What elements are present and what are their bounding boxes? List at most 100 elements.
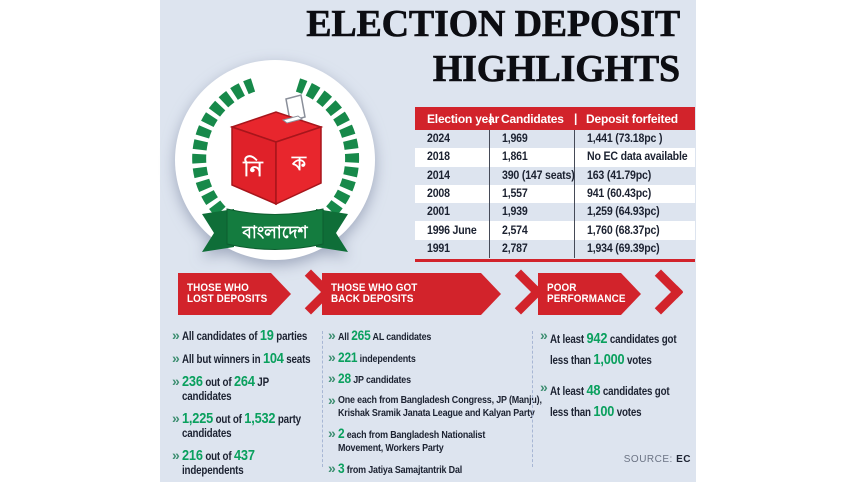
- table-row: 1996 June 2,574 1,760 (68.37pc): [415, 221, 695, 240]
- banner-poor-performance-label: POOR PERFORMANCE: [538, 273, 626, 315]
- got-back-deposits-list: » All 265 AL candidates» 221 independents»…: [328, 327, 542, 478]
- table-row: 1991 2,787 1,934 (69.39pc): [415, 239, 695, 259]
- table-cell: 1,259 (64.93pc): [574, 203, 695, 222]
- table-row: 2001 1,939 1,259 (64.93pc): [415, 203, 695, 222]
- arrow-tip-icon: [481, 273, 501, 315]
- list-item: » One each from Bangladesh Congress, JP (…: [328, 391, 542, 421]
- list-item-text: One each from Bangladesh Congress, JP (M…: [338, 393, 543, 420]
- list-item: » 221 independents: [328, 348, 528, 367]
- table-cell: 1,760 (68.37pc): [574, 221, 695, 240]
- banner-got-back-deposits-label: THOSE WHO GOT BACK DEPOSITS: [322, 273, 481, 315]
- list-item-text: All candidates of 19 parties: [182, 327, 308, 344]
- list-item: » At least 942 candidates got less than 1,…: [540, 327, 694, 371]
- ballot-slot-icon: [281, 115, 304, 124]
- title-line2: HIGHLIGHTS: [432, 48, 680, 91]
- table-cell: No EC data available: [574, 148, 695, 167]
- table-cell: 1996 June: [427, 224, 477, 237]
- table-row: 2018 1,861 No EC data available: [415, 148, 695, 167]
- banner-lost-deposits: THOSE WHO LOST DEPOSITS: [178, 269, 334, 315]
- banner-line: BACK DEPOSITS: [331, 293, 414, 305]
- banner-line: PERFORMANCE: [547, 293, 626, 305]
- column-separator: [322, 331, 323, 467]
- double-chevron-bullet-icon: »: [540, 327, 548, 343]
- deposit-table-rows: 2024 1,969 1,441 (73.18pc ) 2018 1,861 No EC …: [415, 130, 695, 259]
- list-item-text: 216 out of 437 independents: [182, 447, 256, 477]
- banner-poor-performance: POOR PERFORMANCE: [538, 269, 684, 315]
- table-cell: 941 (60.43pc): [574, 184, 695, 204]
- table-cell: 1,934 (69.39pc): [574, 239, 695, 259]
- table-cell: 1991: [427, 242, 450, 255]
- source-credit: SOURCE: EC: [624, 454, 691, 465]
- table-cell: 1,861: [489, 148, 574, 167]
- double-chevron-bullet-icon: »: [328, 391, 336, 408]
- table-cell: 2008: [427, 188, 450, 201]
- double-chevron-bullet-icon: »: [328, 348, 336, 365]
- table-cell: 1,969: [489, 130, 574, 149]
- list-item: » 216 out of 437 independents: [172, 447, 322, 478]
- chevron-right-icon: [638, 269, 684, 315]
- list-item: » 1,225 out of 1,532 party candidates: [172, 410, 322, 441]
- table-cell: 390 (147 seats): [489, 166, 575, 185]
- list-item-text: At least 48 candidates got less than 100 …: [550, 382, 670, 420]
- table-cell: 1,557: [489, 184, 574, 204]
- list-item: » All 265 AL candidates: [328, 327, 528, 345]
- table-row: 2014 390 (147 seats) 163 (41.79pc): [415, 166, 695, 185]
- list-item: » At least 48 candidates got less than 100…: [540, 379, 694, 423]
- double-chevron-bullet-icon: »: [328, 370, 336, 386]
- logo-ribbon-icon: বাংলাদেশ: [202, 208, 348, 252]
- banner-line: THOSE WHO: [187, 281, 249, 294]
- list-item: » 28 JP candidates: [328, 370, 528, 388]
- list-item-text: All but winners in 104 seats: [182, 350, 311, 367]
- box-front-bengali-text: নি: [242, 155, 263, 181]
- list-item-text: 3 from Jatiya Samajtantrik Dal: [338, 459, 463, 476]
- ribbon-bengali-text: বাংলাদেশ: [241, 223, 308, 242]
- header-candidates: Candidates: [489, 112, 574, 126]
- table-cell: 2024: [427, 133, 450, 146]
- banner-line: POOR: [547, 281, 577, 294]
- header-election-year: Election year: [427, 111, 500, 126]
- arrow-tip-icon: [271, 273, 291, 315]
- double-chevron-bullet-icon: »: [328, 459, 336, 476]
- chevron-right-icon: [498, 269, 544, 315]
- banner-line: THOSE WHO GOT: [331, 281, 418, 294]
- table-cell: 2001: [427, 206, 450, 219]
- list-item-text: 236 out of 264 JP candidates: [182, 373, 270, 403]
- double-chevron-bullet-icon: »: [172, 373, 180, 389]
- title-line1: ELECTION DEPOSIT: [306, 3, 681, 46]
- double-chevron-bullet-icon: »: [172, 350, 180, 366]
- banner-got-back-deposits: THOSE WHO GOT BACK DEPOSITS: [322, 269, 544, 315]
- list-item-text: 28 JP candidates: [338, 370, 412, 386]
- table-row: 2024 1,969 1,441 (73.18pc ): [415, 130, 695, 149]
- double-chevron-bullet-icon: »: [172, 327, 180, 343]
- ballot-box-icon: নি ক: [229, 94, 324, 206]
- deposit-table: Election year Candidates Deposit forfeit…: [415, 107, 695, 263]
- list-item-text: All 265 AL candidates: [338, 327, 432, 343]
- table-underline: [415, 258, 695, 263]
- double-chevron-bullet-icon: »: [540, 379, 548, 395]
- arrow-tip-icon: [621, 273, 641, 315]
- box-side-bengali-text: ক: [291, 153, 307, 175]
- table-cell: 2,574: [489, 221, 574, 240]
- source-label: SOURCE:: [623, 454, 673, 465]
- table-cell: 2018: [427, 151, 450, 164]
- list-item: » 2 each from Bangladesh Nationalist Movem…: [328, 424, 528, 456]
- poor-performance-list: » At least 942 candidates got less than 1,…: [540, 327, 694, 423]
- list-item: » All but winners in 104 seats: [172, 350, 322, 367]
- deposit-table-header: Election year Candidates Deposit forfeit…: [415, 107, 695, 130]
- lost-deposits-list: » All candidates of 19 parties» All but wi…: [172, 327, 322, 478]
- column-separator: [532, 331, 533, 467]
- list-item-text: 221 independents: [338, 348, 416, 365]
- header-deposit-forfeited: Deposit forfeited: [574, 112, 695, 126]
- table-cell: 1,441 (73.18pc ): [574, 130, 695, 149]
- list-item-text: 1,225 out of 1,532 party candidates: [182, 410, 302, 440]
- table-cell: 1,939: [489, 203, 574, 222]
- source-value: EC: [676, 454, 691, 465]
- table-row: 2008 1,557 941 (60.43pc): [415, 184, 695, 204]
- double-chevron-bullet-icon: »: [328, 424, 336, 441]
- double-chevron-bullet-icon: »: [172, 410, 180, 426]
- table-cell: 2,787: [489, 239, 574, 259]
- double-chevron-bullet-icon: »: [328, 327, 336, 343]
- list-item: » 3 from Jatiya Samajtantrik Dal: [328, 459, 528, 478]
- page-title: ELECTION DEPOSIT HIGHLIGHTS: [306, 2, 681, 92]
